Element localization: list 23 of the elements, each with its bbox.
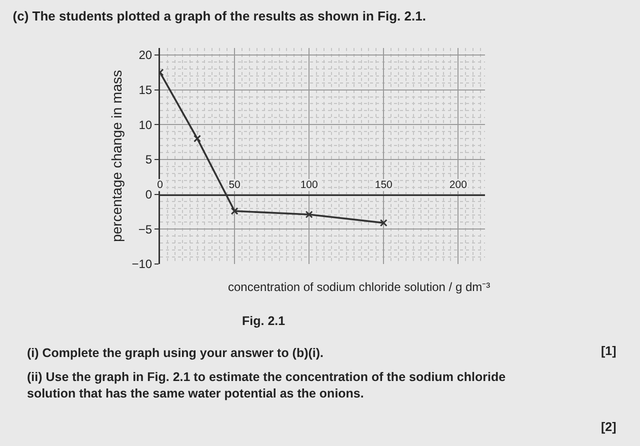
x-tick-label: 100 — [300, 179, 318, 192]
point — [380, 219, 388, 227]
x-tick-label: 200 — [449, 179, 468, 192]
y-tick-label: −10 — [132, 257, 152, 272]
x-tick-label: 50 — [228, 179, 241, 192]
x-axis-title: concentration of sodium chloride solution / g dm⁻³ — [228, 280, 490, 294]
text: (ii) Use the graph in Fig. 2.1 to estimate the concentration of the sodium chloride solution that has the same water potential as the onions. — [27, 370, 506, 400]
text: (i) Complete the graph using your answer to (b)(i). — [27, 346, 324, 360]
chart-title: (c) The students plotted a graph of the results as shown in Fig. 2.1. — [12, 8, 426, 24]
x-tick-label: 0 — [157, 179, 164, 192]
caption: Fig. 2.1 — [242, 314, 286, 328]
point — [194, 134, 202, 142]
x-tick-label: 150 — [374, 179, 393, 192]
text: [1] — [601, 344, 616, 358]
y-axis-title: percentage change in mass — [108, 70, 125, 242]
y-tick-label: 15 — [138, 83, 152, 98]
y-tick-label: 10 — [138, 118, 152, 132]
y-tick-label: 5 — [145, 152, 152, 167]
point — [230, 207, 238, 215]
y-tick-label: 20 — [138, 48, 152, 62]
y-tick-label: −5 — [138, 222, 152, 236]
point — [305, 210, 313, 218]
text: [2] — [601, 420, 616, 434]
